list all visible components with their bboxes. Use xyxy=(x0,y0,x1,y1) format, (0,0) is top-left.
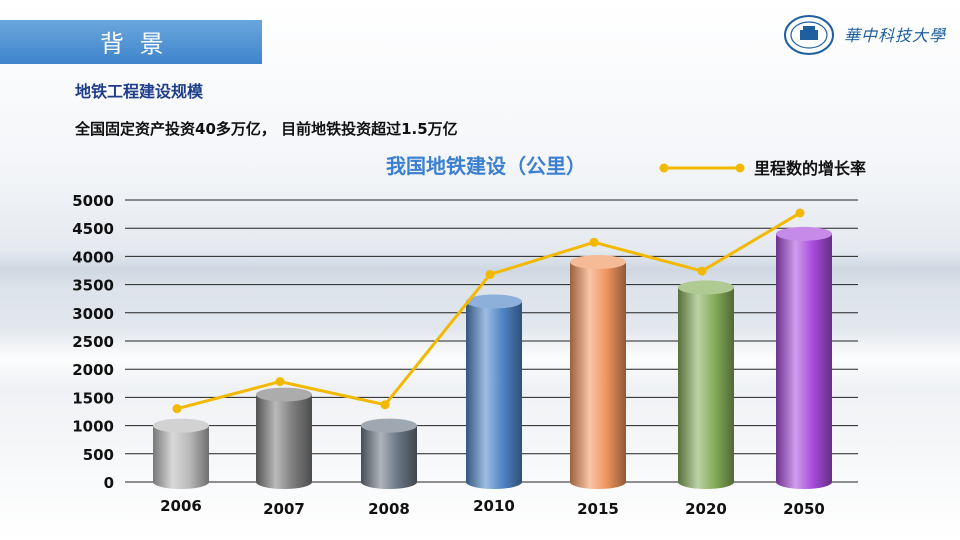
x-tick-label: 2015 xyxy=(577,500,619,518)
bar xyxy=(466,294,522,489)
y-tick-label: 5000 xyxy=(72,192,114,210)
bar-top xyxy=(256,387,312,402)
legend-marker xyxy=(659,163,669,173)
bar-top xyxy=(466,294,522,309)
growth-point xyxy=(275,377,285,387)
y-tick-label: 3500 xyxy=(72,277,114,295)
university-logo-text: 華中科技大學 xyxy=(844,26,947,45)
growth-point xyxy=(172,404,182,414)
growth-point xyxy=(589,237,599,247)
title-banner xyxy=(0,20,262,64)
bar-body xyxy=(153,425,209,489)
growth-point xyxy=(380,400,390,410)
y-tick-label: 2500 xyxy=(72,333,114,351)
bar-body xyxy=(776,233,832,489)
y-tick-label: 3000 xyxy=(72,305,114,323)
bar-body xyxy=(570,262,626,489)
growth-line-series xyxy=(172,208,805,414)
y-tick-label: 4000 xyxy=(72,248,114,266)
bar-top xyxy=(361,418,417,433)
bar-top xyxy=(776,226,832,241)
bar xyxy=(678,280,734,489)
y-tick-label: 1500 xyxy=(72,389,114,407)
x-tick-label: 2008 xyxy=(368,500,410,518)
bar xyxy=(256,387,312,489)
y-tick-label: 4500 xyxy=(72,220,114,238)
body-text: 全国固定资产投资40多万亿， 目前地铁投资超过1.5万亿 xyxy=(75,120,458,138)
y-tick-label: 500 xyxy=(83,446,114,464)
x-axis-ticks: 2006 2007 2008 2010 2015 2020 2050 xyxy=(160,497,825,518)
growth-point xyxy=(795,208,805,218)
x-tick-label: 2020 xyxy=(685,500,727,518)
university-seal-icon xyxy=(784,15,834,55)
y-tick-label: 0 xyxy=(104,474,114,492)
y-tick-label: 1000 xyxy=(72,418,114,436)
bar-body xyxy=(678,287,734,489)
legend-label: 里程数的增长率 xyxy=(754,159,866,178)
page-title: 背 景 xyxy=(100,30,168,58)
bar xyxy=(361,418,417,489)
chart-legend: 里程数的增长率 xyxy=(659,159,866,178)
x-tick-label: 2006 xyxy=(160,497,202,515)
bar xyxy=(570,255,626,489)
bar-body xyxy=(361,425,417,489)
x-tick-label: 2010 xyxy=(473,497,515,515)
y-tick-label: 2000 xyxy=(72,361,114,379)
growth-point xyxy=(697,266,707,276)
x-tick-label: 2050 xyxy=(783,500,825,518)
growth-point xyxy=(485,269,495,279)
bar-body xyxy=(256,394,312,489)
bar-top xyxy=(678,280,734,295)
bar-top xyxy=(570,255,626,270)
legend-marker xyxy=(735,163,745,173)
y-axis-ticks: 0 500 1000 1500 2000 2500 3000 3500 4000 4500 5000 xyxy=(72,192,114,492)
chart-title: 我国地铁建设（公里） xyxy=(386,154,586,178)
bar-series xyxy=(153,226,832,489)
bar-body xyxy=(466,301,522,489)
bar xyxy=(776,226,832,489)
x-tick-label: 2007 xyxy=(263,500,305,518)
section-subtitle: 地铁工程建设规模 xyxy=(75,82,204,101)
bar xyxy=(153,418,209,489)
bar-top xyxy=(153,418,209,433)
